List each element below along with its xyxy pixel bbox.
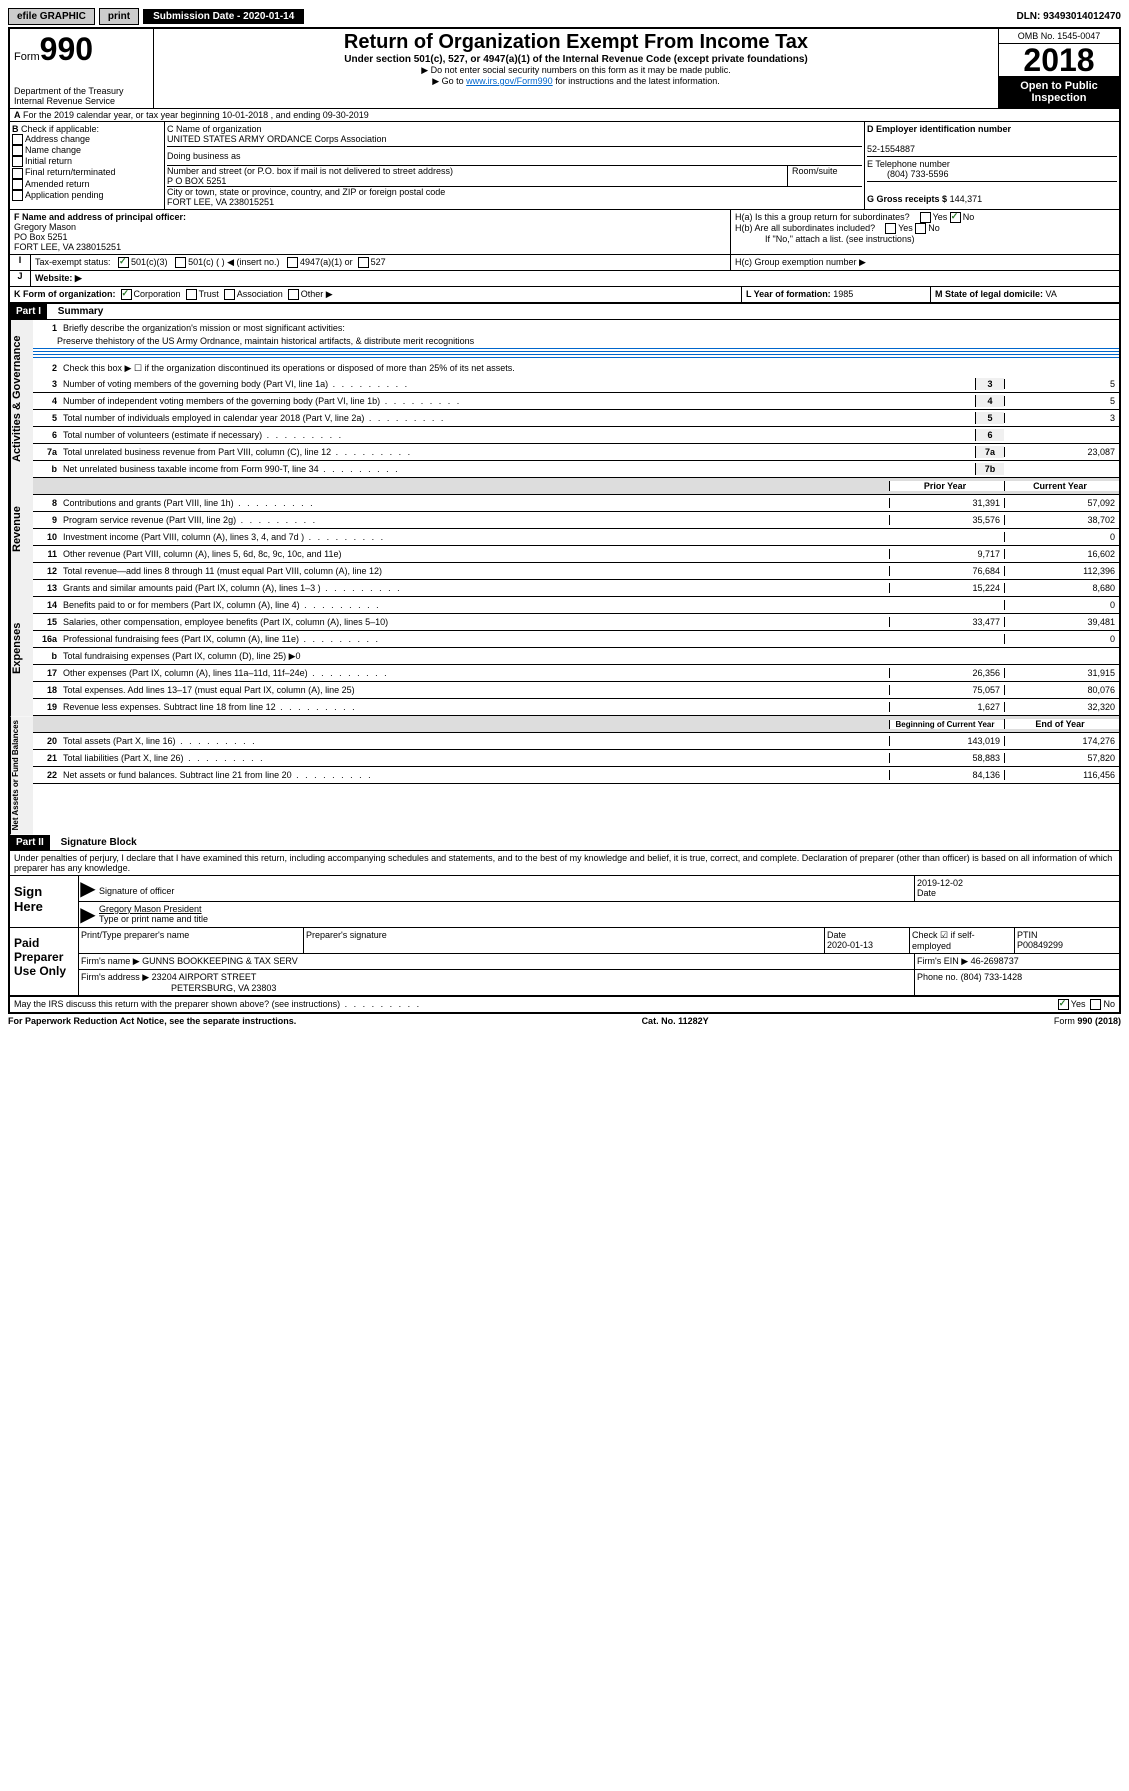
vert-revenue: Revenue bbox=[10, 478, 33, 580]
mission-text: Preserve thehistory of the US Army Ordna… bbox=[33, 336, 1119, 346]
form-header: Form990 Department of the Treasury Inter… bbox=[10, 29, 1119, 109]
dept-treasury: Department of the Treasury bbox=[14, 86, 149, 96]
print-button[interactable]: print bbox=[99, 8, 139, 25]
box-h-c: H(c) Group exemption number ▶ bbox=[731, 255, 1119, 270]
submission-date: Submission Date - 2020-01-14 bbox=[143, 9, 304, 24]
form-number: 990 bbox=[40, 31, 93, 67]
box-j: Website: ▶ bbox=[31, 271, 1119, 286]
vert-expenses: Expenses bbox=[10, 580, 33, 716]
box-m: M State of legal domicile: VA bbox=[931, 287, 1119, 302]
part-2-header: Part II bbox=[10, 835, 50, 850]
line-1-label: Briefly describe the organization's miss… bbox=[63, 322, 1119, 334]
top-bar: efile GRAPHIC print Submission Date - 20… bbox=[8, 8, 1121, 25]
footer: For Paperwork Reduction Act Notice, see … bbox=[8, 1014, 1121, 1026]
open-public: Open to Public Inspection bbox=[999, 76, 1119, 108]
sign-here-label: Sign Here bbox=[10, 876, 79, 927]
box-i: Tax-exempt status: 501(c)(3) 501(c) ( ) … bbox=[31, 255, 731, 270]
instruction-1: ▶ Do not enter social security numbers o… bbox=[156, 65, 996, 76]
perjury-declaration: Under penalties of perjury, I declare th… bbox=[10, 851, 1119, 876]
box-c: C Name of organization UNITED STATES ARM… bbox=[165, 122, 865, 209]
irs-label: Internal Revenue Service bbox=[14, 96, 149, 106]
box-l: L Year of formation: 1985 bbox=[742, 287, 931, 302]
paid-preparer-label: Paid Preparer Use Only bbox=[10, 928, 79, 995]
box-f: F Name and address of principal officer:… bbox=[10, 210, 731, 254]
box-d-e-g: D Employer identification number52-15548… bbox=[865, 122, 1119, 209]
discuss-row: May the IRS discuss this return with the… bbox=[10, 996, 1119, 1012]
part-1-header: Part I bbox=[10, 304, 47, 319]
part-1-subtitle: Summary bbox=[50, 306, 104, 317]
main-title: Return of Organization Exempt From Incom… bbox=[156, 31, 996, 54]
form-label: Form bbox=[14, 51, 40, 63]
box-b: B Check if applicable: Address change Na… bbox=[10, 122, 165, 209]
irs-link[interactable]: www.irs.gov/Form990 bbox=[466, 76, 553, 86]
part-2-subtitle: Signature Block bbox=[53, 837, 137, 848]
box-h: H(a) Is this a group return for subordin… bbox=[731, 210, 1119, 254]
dln: DLN: 93493014012470 bbox=[1016, 11, 1121, 22]
box-k: K Form of organization: Corporation Trus… bbox=[10, 287, 742, 302]
tax-year: 2018 bbox=[999, 44, 1119, 76]
vert-activities: Activities & Governance bbox=[10, 320, 33, 478]
subtitle: Under section 501(c), 527, or 4947(a)(1)… bbox=[156, 54, 996, 65]
vert-net-assets: Net Assets or Fund Balances bbox=[10, 716, 33, 834]
period-a: A For the 2019 calendar year, or tax yea… bbox=[10, 109, 1119, 122]
efile-button[interactable]: efile GRAPHIC bbox=[8, 8, 95, 25]
